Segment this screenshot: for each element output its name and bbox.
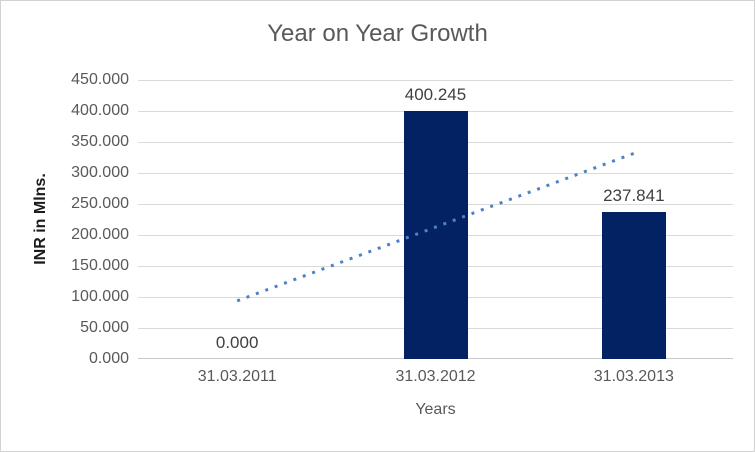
trendline — [236, 152, 635, 303]
y-axis-tick-label: 100.000 — [71, 288, 129, 305]
bar-31.03.2013 — [601, 211, 666, 359]
chart-title: Year on Year Growth — [267, 20, 488, 47]
plot-area: 0.000 400.245 237.841 — [138, 80, 733, 359]
y-axis-tick-label: 150.000 — [71, 257, 129, 274]
y-axis-title: INR in Mlns. — [32, 173, 49, 265]
bar-data-label: 400.245 — [404, 84, 467, 104]
x-axis-category-label: 31.03.2011 — [197, 368, 277, 385]
y-axis-tick-label: 450.000 — [71, 71, 129, 88]
y-axis-tick-label: 200.000 — [71, 226, 129, 243]
gridline — [138, 80, 733, 81]
y-axis-tick-label: 350.000 — [71, 133, 129, 150]
y-axis-tick-label: 0.000 — [88, 350, 129, 367]
x-axis-title: Years — [415, 401, 456, 418]
bar-31.03.2012 — [403, 110, 468, 359]
y-axis-tick-label: 250.000 — [71, 195, 129, 212]
x-axis-category-label: 31.03.2013 — [593, 368, 674, 385]
y-axis-tick-label: 400.000 — [71, 102, 129, 119]
y-axis-tick-label: 300.000 — [71, 164, 129, 181]
bar-data-label: 237.841 — [603, 185, 665, 205]
bar-data-label: 0.000 — [215, 333, 259, 352]
x-axis-category-label: 31.03.2012 — [395, 368, 476, 385]
y-axis-tick-label: 50.000 — [80, 319, 129, 336]
